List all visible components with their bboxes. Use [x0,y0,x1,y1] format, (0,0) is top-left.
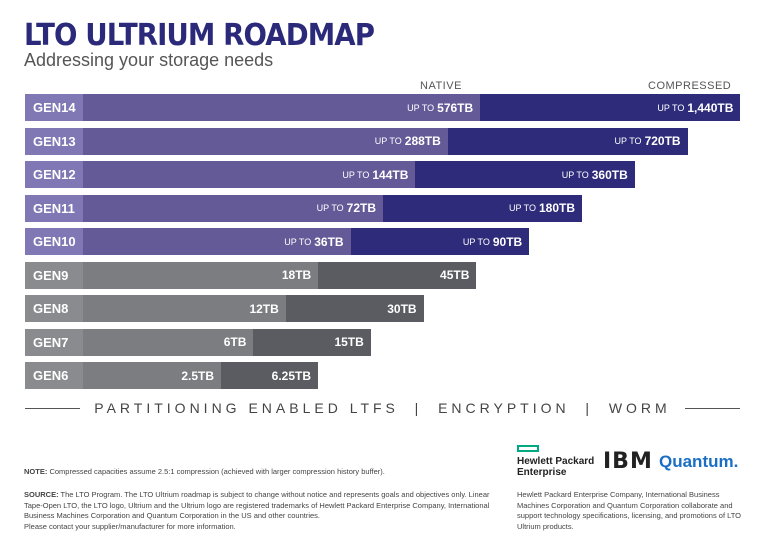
features-text: PARTITIONING ENABLED LTFS | ENCRYPTION |… [94,400,671,416]
bar-row-gen12: GEN12 UP TO 144TB UP TO 360TB [25,161,635,188]
compressed-bar: 15TB [253,328,371,356]
compressed-bar: 6.25TB [221,362,318,389]
generation-label: GEN13 [25,127,83,155]
generation-label-label: GEN9 [33,267,69,283]
compressed-bar-label: 90TB [492,234,523,249]
generation-label-label: GEN8 [33,301,69,316]
quantum-logo: Quantum. [659,452,739,471]
compressed-bar: UP TO 360TB [415,161,635,188]
compressed-bar-label: 6.25TB [271,368,311,383]
generation-label: GEN14 [25,94,83,121]
native-bar: UP TO 144TB [83,161,416,188]
native-bar: 2.5TB [83,362,221,389]
generation-label: GEN7 [25,328,83,356]
native-bar: UP TO 288TB [83,127,448,155]
generation-label-label: GEN13 [33,133,76,149]
compressed-bar-label: 1,440TB [687,100,734,115]
hpe-logo-line2: Enterprise [517,467,567,478]
compressed-header: COMPRESSED [648,80,732,92]
compressed-bar: UP TO 90TB [350,228,530,255]
generation-label-label: GEN14 [33,100,76,115]
compressed-bar-label: 180TB [538,201,575,215]
compressed-bar-label: 720TB [644,134,681,148]
source-label: SOURCE: [24,490,59,499]
up-to-prefix: UP TO [316,203,344,213]
native-bar-label: 2.5TB [181,368,214,383]
native-bar-label: 576TB [437,100,474,115]
generation-label: GEN11 [25,194,83,222]
native-bar: UP TO 576TB [83,94,481,121]
native-bar: UP TO 36TB [83,228,351,255]
divider-right [684,407,740,409]
native-header: NATIVE [420,80,462,92]
hpe-logo: Hewlett Packard Enterprise [517,445,594,478]
up-to-prefix: UP TO [614,136,642,146]
generation-label: GEN6 [25,362,83,389]
native-bar: 12TB [83,295,286,322]
source: SOURCE: The LTO Program. The LTO Ultrium… [24,490,504,532]
native-bar: 18TB [83,261,319,289]
up-to-prefix: UP TO [462,236,490,247]
bar-row-gen10: GEN10 UP TO 36TB UP TO 90TB [25,228,530,255]
up-to-prefix: UP TO [407,102,435,113]
compressed-bar: 45TB [318,261,477,289]
generation-label-label: GEN12 [33,167,76,182]
native-bar-label: 6TB [223,335,247,349]
up-to-prefix: UP TO [284,236,312,247]
generation-label-label: GEN7 [33,334,69,350]
bar-row-gen9: GEN9 18TB 45TB [25,261,477,289]
hpe-logo-line1: Hewlett Packard [517,456,595,467]
features-bar: PARTITIONING ENABLED LTFS | ENCRYPTION |… [25,400,740,416]
generation-label-label: GEN11 [33,200,75,216]
generation-label: GEN9 [25,261,83,289]
generation-label: GEN10 [25,228,83,255]
native-bar-label: 12TB [249,301,279,316]
native-bar-label: 288TB [404,134,441,148]
compressed-bar-label: 15TB [334,335,364,349]
native-bar: UP TO 72TB [83,194,383,222]
bar-row-gen14: GEN14 UP TO 576TB UP TO 1,440TB [25,94,741,121]
generation-label: GEN8 [25,295,83,322]
compressed-bar: UP TO 720TB [447,127,688,155]
compressed-bar: UP TO 180TB [383,194,582,222]
compressed-bar: UP TO 1,440TB [480,94,741,121]
divider-left [25,407,81,409]
native-bar-label: 144TB [372,167,409,182]
compressed-bar-label: 360TB [591,167,628,182]
ibm-logo: IBM [603,449,653,474]
note: NOTE: Compressed capacities assume 2.5:1… [24,467,385,476]
bar-row-gen6: GEN6 2.5TB 6.25TB [25,362,318,389]
bar-row-gen7: GEN7 6TB 15TB [25,328,371,356]
page-subtitle: Addressing your storage needs [24,50,274,70]
native-bar: 6TB [83,328,254,356]
contact-text: Please contact your supplier/manufacture… [24,521,236,531]
bar-row-gen13: GEN13 UP TO 288TB UP TO 720TB [25,127,688,155]
generation-label-label: GEN10 [33,234,76,249]
note-label: NOTE: [24,467,48,476]
generation-label-label: GEN6 [33,368,69,383]
up-to-prefix: UP TO [342,169,370,180]
compressed-bar-label: 30TB [387,301,417,316]
bar-row-gen8: GEN8 12TB 30TB [25,295,424,322]
up-to-prefix: UP TO [374,136,402,146]
native-bar-label: 72TB [346,201,376,215]
source-text: The LTO Program. The LTO Ultrium roadmap… [24,490,490,520]
page-title: LTO ULTRIUM ROADMAP [24,18,375,53]
native-bar-label: 36TB [314,234,344,249]
generation-label: GEN12 [25,161,83,188]
note-text: Compressed capacities assume 2.5:1 compr… [49,467,385,476]
up-to-prefix: UP TO [657,102,685,113]
partner-text: Hewlett Packard Enterprise Company, Inte… [517,490,742,531]
native-bar-label: 18TB [281,268,312,282]
up-to-prefix: UP TO [561,169,589,180]
compressed-bar-label: 45TB [440,268,470,282]
bar-row-gen11: GEN11 UP TO 72TB UP TO 180TB [25,194,582,222]
up-to-prefix: UP TO [508,203,536,213]
compressed-bar: 30TB [285,295,424,322]
hpe-rectangle-icon [517,445,539,452]
